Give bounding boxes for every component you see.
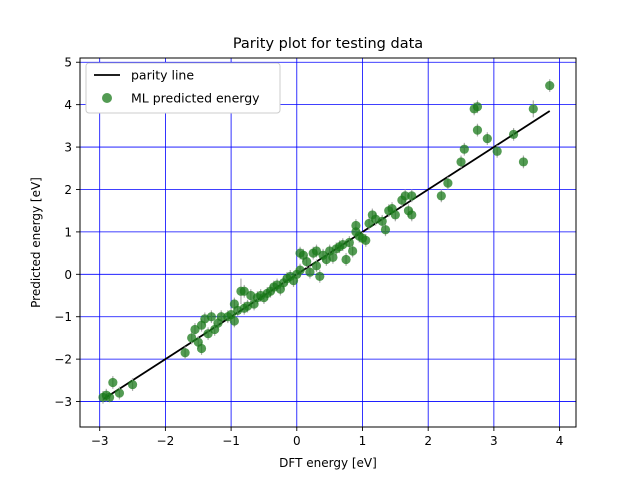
data-point [104,392,115,402]
plot-frame [79,57,577,428]
y-tick-label: −1 [54,310,72,324]
data-point [508,129,519,139]
y-tick-label: 1 [64,225,72,239]
data-points [98,79,555,404]
data-point [216,312,226,322]
data-point [390,210,400,220]
x-tick-label: 2 [424,434,432,448]
axis-ticks: −3 −2 −1 0 1 2 3 4 −3 −2 −1 0 1 2 3 4 5 [54,56,563,448]
y-tick-label: 0 [64,268,72,282]
data-point [302,256,312,267]
data-point [229,316,239,326]
x-tick-label: −2 [157,434,175,448]
y-axis-label: Predicted energy [eV] [29,177,43,308]
data-point [305,267,315,277]
legend-box [85,62,281,114]
y-tick-label: −3 [54,395,72,409]
data-point [545,80,555,91]
x-axis-label: DFT energy [eV] [279,456,377,470]
data-point [187,333,197,343]
data-point [528,104,538,114]
data-point [377,216,387,226]
x-tick-label: 3 [490,434,498,448]
y-tick-label: −2 [54,353,72,367]
data-point [459,144,469,154]
data-point [341,254,351,265]
chart-title: Parity plot for testing data [233,36,423,52]
data-point [400,191,410,201]
y-tick-label: 5 [64,56,72,70]
data-point [361,235,371,245]
data-point [344,237,354,248]
legend-ml-energy-label: ML predicted energy [131,91,260,106]
data-point [328,252,338,262]
x-tick-label: 4 [556,434,564,448]
data-point [492,146,502,156]
data-point [196,343,207,354]
data-point [311,246,322,256]
data-point [127,379,138,390]
data-point [472,102,483,112]
data-point [239,286,249,296]
data-point [518,157,529,167]
legend-parity-line-label: parity line [131,68,194,83]
data-point [203,329,213,339]
x-tick-label: −1 [222,434,240,448]
data-point [443,178,453,188]
data-point [180,348,190,358]
x-tick-label: −3 [91,434,109,448]
data-point [311,261,322,271]
data-point [456,157,466,167]
y-tick-label: 4 [64,98,72,112]
y-tick-label: 2 [64,183,72,197]
data-point [407,210,417,220]
data-point [364,218,374,229]
data-point [351,220,361,231]
y-tick-label: 3 [64,141,72,155]
x-tick-label: 0 [293,434,301,448]
x-tick-label: 1 [359,434,367,448]
data-point [315,271,325,282]
data-point [436,191,446,201]
legend: parity line ML predicted energy [85,62,281,114]
legend-ml-energy-swatch [102,93,112,103]
data-point [407,191,417,201]
data-point [190,324,200,335]
data-point [114,388,125,398]
data-point [108,377,118,388]
data-point [472,125,483,135]
data-point [206,312,216,322]
data-point [380,225,391,235]
data-point [482,133,492,144]
data-point [295,265,305,275]
data-point [348,246,358,256]
grid-lines [80,58,576,427]
